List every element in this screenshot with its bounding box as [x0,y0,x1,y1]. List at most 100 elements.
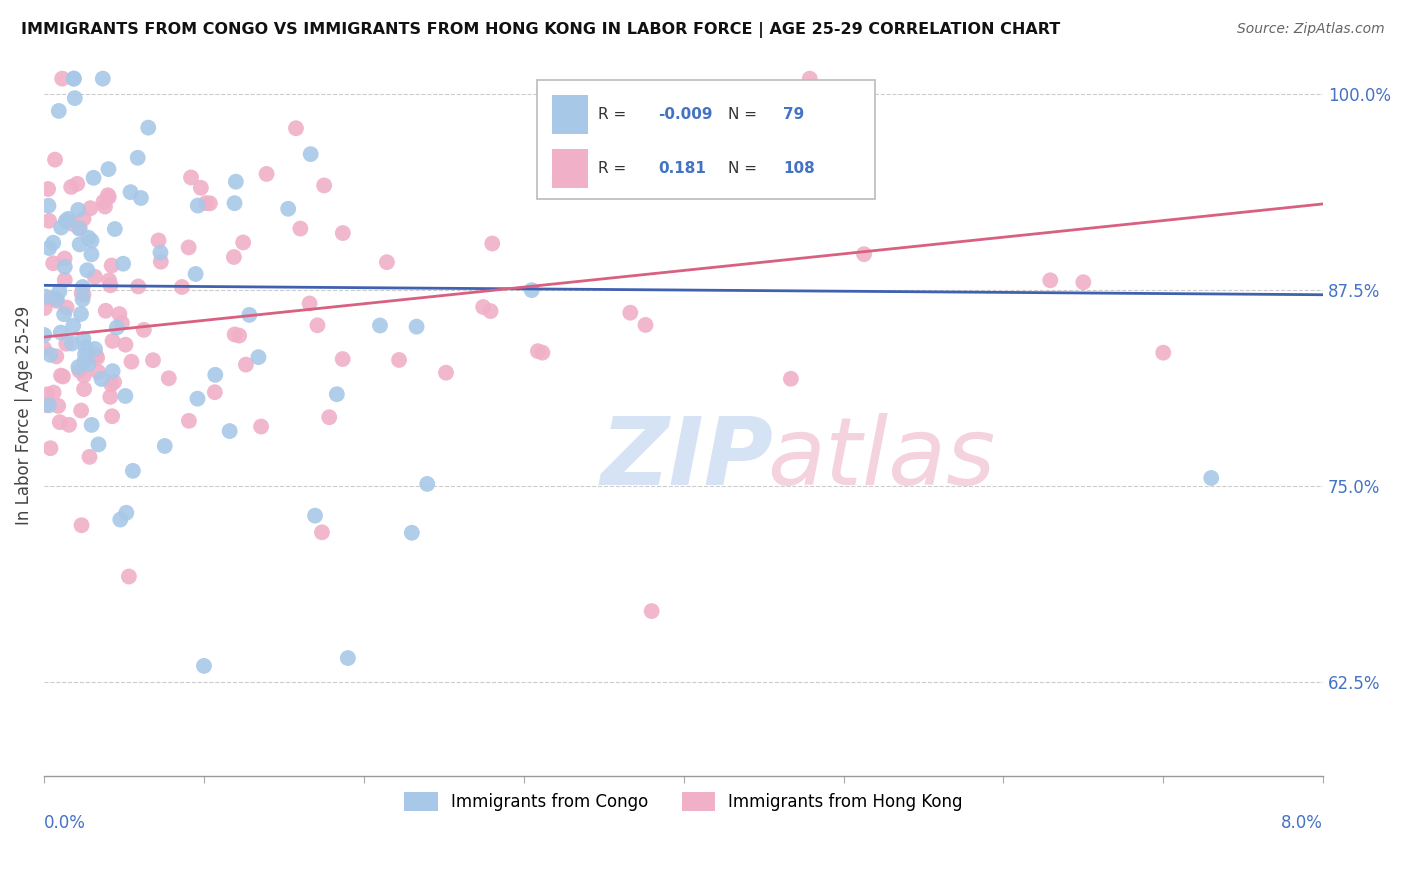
Point [97,190,120,204]
Point [48,103,70,118]
Point [256,167,278,181]
Point [42,235,65,250]
Point [45,293,67,308]
Point [122,464,145,478]
Point [51,71,73,86]
Legend: Immigrants from Congo, Immigrants from Hong Kong: Immigrants from Congo, Immigrants from H… [398,785,970,818]
Point [55,214,77,228]
Point [368,318,391,333]
Point [79,201,101,215]
Point [73,382,96,396]
Point [98,390,121,404]
Point [531,345,554,359]
Point [62,71,84,86]
Point [149,254,172,268]
Point [232,235,254,250]
Point [434,366,457,380]
Point [120,185,142,199]
Point [304,508,326,523]
Point [153,439,176,453]
Point [311,525,333,540]
Point [84,348,107,362]
Point [52,369,75,384]
Point [72,280,94,294]
Point [38,241,60,255]
Text: N =: N = [728,107,762,122]
Point [218,424,240,438]
Point [97,162,120,177]
Point [104,222,127,236]
Point [55,301,77,315]
Point [60,336,83,351]
Point [53,307,76,321]
Point [190,181,212,195]
Point [129,191,152,205]
Point [67,202,90,217]
Point [103,375,125,389]
Point [101,409,124,424]
Text: IMMIGRANTS FROM CONGO VS IMMIGRANTS FROM HONG KONG IN LABOR FORCE | AGE 25-29 CO: IMMIGRANTS FROM CONGO VS IMMIGRANTS FROM… [21,22,1060,38]
Point [51,220,73,235]
Point [72,211,94,226]
Bar [553,95,588,135]
Text: 0.181: 0.181 [658,161,706,176]
Point [115,506,138,520]
Point [142,353,165,368]
Point [110,512,132,526]
Point [37,182,59,196]
Bar [553,149,588,188]
Point [37,387,59,401]
Point [73,347,96,361]
Point [49,368,72,383]
Point [73,368,96,383]
Point [34,301,56,315]
Point [72,287,94,301]
Point [101,334,124,348]
Point [41,291,63,305]
Point [72,293,94,307]
Point [148,234,170,248]
Point [114,337,136,351]
Text: R =: R = [598,107,631,122]
Point [336,651,359,665]
Point [35,398,58,412]
Point [84,342,107,356]
Point [32,328,55,343]
Point [67,221,90,235]
Point [80,247,103,261]
Point [48,284,70,298]
Point [222,250,245,264]
Point [481,236,503,251]
Point [170,280,193,294]
Point [100,377,122,392]
Point [93,194,115,209]
Point [416,477,439,491]
Text: 108: 108 [783,161,815,176]
Point [79,450,101,464]
Point [250,419,273,434]
Text: R =: R = [598,161,631,176]
Point [53,273,76,287]
Text: -0.009: -0.009 [658,107,713,122]
Point [224,196,246,211]
Point [70,286,93,301]
Point [405,319,427,334]
Point [132,323,155,337]
Text: Source: ZipAtlas.com: Source: ZipAtlas.com [1237,22,1385,37]
Point [35,290,58,304]
Point [198,196,221,211]
Point [86,351,108,365]
Text: 79: 79 [783,107,804,122]
Point [73,354,96,368]
Point [780,372,803,386]
Point [127,151,149,165]
Point [70,307,93,321]
Point [799,71,821,86]
Point [80,417,103,432]
Point [42,256,65,270]
Point [60,180,83,194]
Point [37,199,59,213]
Point [186,392,208,406]
Point [204,368,226,382]
Point [225,175,247,189]
